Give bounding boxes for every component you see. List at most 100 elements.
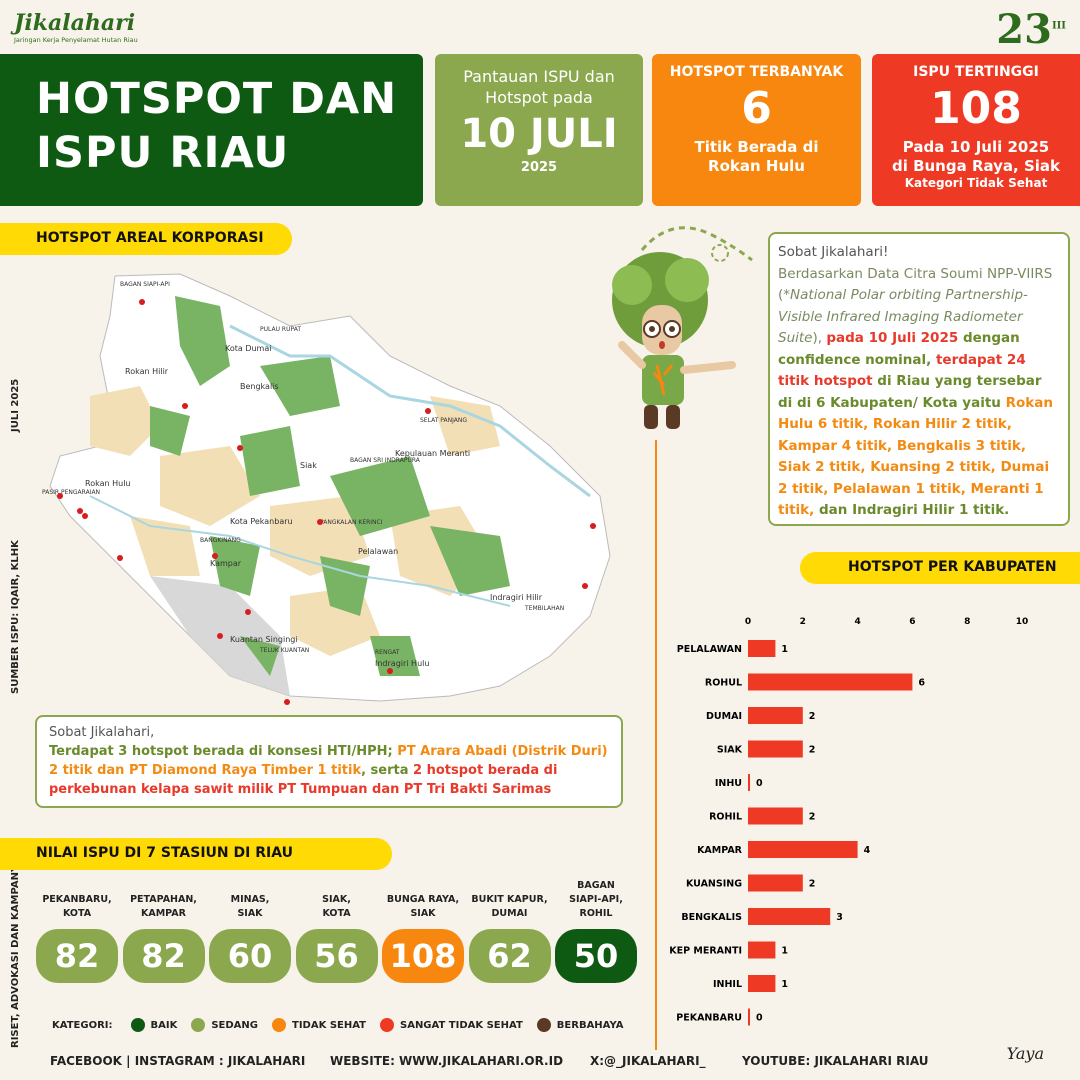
- anniversary-badge: 23III: [996, 6, 1066, 53]
- hotspot-dot: [317, 519, 323, 525]
- main-text-9: dan Indragiri Hilir 1 titik.: [814, 502, 1010, 518]
- category-label: DUMAI: [706, 711, 742, 722]
- korporasi-info-box: Sobat Jikalahari, Terdapat 3 hotspot ber…: [35, 715, 623, 808]
- bar-value-label: 1: [781, 979, 788, 990]
- hotspot-terbanyak-value: 6: [741, 83, 772, 134]
- bar: [748, 874, 803, 892]
- pantauan-card: Pantauan ISPU dan Hotspot pada 10 JULI 2…: [435, 54, 643, 206]
- x-tick-label: 0: [745, 617, 751, 627]
- bar-value-label: 0: [756, 1013, 763, 1024]
- hotspot-dot: [284, 699, 290, 705]
- hotspot-dot: [139, 299, 145, 305]
- bar-value-label: 3: [836, 912, 843, 923]
- station-name: BUKIT KAPUR, DUMAI: [471, 894, 548, 919]
- bar: [748, 774, 750, 791]
- ispu-tertinggi-card: ISPU TERTINGGI 108 Pada 10 Juli 2025 di …: [872, 54, 1080, 206]
- hotspot-dot: [217, 633, 223, 639]
- bar: [748, 640, 776, 657]
- bar: [748, 807, 803, 825]
- map-label: PASIR PENGARAIAN: [42, 489, 100, 496]
- legend-dot: [191, 1018, 206, 1032]
- section-ispu-heading: NILAI ISPU DI 7 STASIUN DI RIAU: [0, 838, 392, 870]
- category-label: SIAK: [717, 745, 743, 756]
- category-label: ROHUL: [705, 678, 742, 689]
- bar-value-label: 2: [809, 711, 816, 722]
- legend-label: TIDAK SEHAT: [292, 1019, 366, 1031]
- anniversary-mark: III: [1051, 20, 1066, 32]
- bar: [748, 1008, 750, 1026]
- legend-dot: [130, 1018, 145, 1032]
- map-label: Indragiri Hulu: [375, 659, 429, 668]
- map-label: BAGAN SRI INDRAPURA: [350, 457, 421, 464]
- main-greeting: Sobat Jikalahari!: [778, 244, 889, 260]
- main-text-2: *National Polar orbiting Partnership-Vis…: [778, 287, 1028, 346]
- map-label: Kota Dumai: [225, 344, 271, 353]
- logo-name: Jikalahari: [14, 10, 136, 36]
- station-name: SIAK, KOTA: [322, 894, 351, 919]
- map-label: Rokan Hulu: [85, 479, 130, 488]
- bar: [748, 975, 776, 992]
- map-label: Rokan Hilir: [125, 367, 169, 376]
- hotspot-dot: [57, 493, 63, 499]
- main-text-7: di Riau yang tersebar di di 6 Kabupaten/…: [778, 373, 1042, 411]
- legend-dot: [536, 1018, 551, 1032]
- mascot-illustration: [612, 226, 753, 429]
- hotspot-dot: [245, 609, 251, 615]
- pantauan-line-2: Hotspot pada: [485, 88, 593, 107]
- legend-item: SEDANG: [191, 1018, 258, 1032]
- footer-youtube[interactable]: YOUTUBE: JIKALAHARI RIAU: [742, 1054, 929, 1068]
- legend-item: BERBAHAYA: [536, 1018, 624, 1032]
- x-tick-label: 4: [854, 617, 860, 627]
- ispu-stations: PEKANBARU, KOTA 82 PETAPAHAN, KAMPAR 82 MINAS,…: [36, 880, 646, 985]
- anniversary-number: 23: [996, 6, 1052, 53]
- station-ispu-value: 62: [468, 929, 551, 983]
- korporasi-text-2: PT Arara Abadi (Distrik Duri) 2 titik da…: [49, 744, 608, 778]
- pantauan-line-1: Pantauan ISPU dan: [463, 67, 615, 86]
- x-tick-label: 6: [909, 617, 915, 627]
- category-label: INHIL: [713, 979, 742, 990]
- riau-hotspot-map: BAGAN SIAPI-API Rokan Hilir Kota Dumai B…: [42, 273, 611, 705]
- footer-x[interactable]: X:@_JIKALAHARI_: [590, 1054, 706, 1068]
- map-label: Pelalawan: [358, 547, 398, 556]
- hotspot-markers: [57, 299, 596, 705]
- map-label: Siak: [300, 461, 317, 470]
- river: [229, 324, 591, 498]
- bar: [748, 673, 913, 691]
- station-card: BUKIT KAPUR, DUMAI 62: [468, 885, 551, 983]
- footer-social[interactable]: FACEBOOK | INSTAGRAM : JIKALAHARI: [50, 1054, 306, 1068]
- station-card: SIAK, KOTA 56: [295, 885, 378, 983]
- map-label: TEMBILAHAN: [524, 605, 564, 612]
- ispu-tertinggi-desc-2: di Bunga Raya, Siak: [891, 157, 1061, 175]
- legend-label: SEDANG: [211, 1019, 258, 1031]
- page-title: HOTSPOT DAN ISPU RIAU: [0, 54, 423, 206]
- hotspot-dot: [77, 508, 83, 514]
- map-label: PANGKALAN KERINCI: [320, 519, 383, 526]
- bar: [748, 841, 858, 858]
- category-label: INHU: [715, 778, 742, 789]
- legend-dot: [272, 1018, 286, 1032]
- map-label: Bengkalis: [240, 382, 279, 391]
- station-card: PEKANBARU, KOTA 82: [36, 885, 118, 983]
- legend-item: SANGAT TIDAK SEHAT: [380, 1018, 523, 1032]
- pantauan-year: 2025: [520, 160, 558, 175]
- bar-value-label: 4: [864, 845, 871, 856]
- category-label: BENGKALIS: [681, 912, 742, 923]
- station-name: PEKANBARU, KOTA: [42, 894, 112, 919]
- map-label: PULAU RUPAT: [260, 326, 301, 333]
- hotspot-dot: [117, 555, 123, 561]
- main-text-5: dengan confidence nominal,: [778, 330, 1020, 368]
- ispu-tertinggi-desc-3: Kategori Tidak Sehat: [904, 176, 1048, 190]
- bar-value-label: 2: [809, 879, 816, 890]
- station-ispu-value: 82: [36, 929, 118, 983]
- map-label: Kuantan Singingi: [230, 635, 298, 644]
- hotspot-terbanyak-desc-1: Titik Berada di: [694, 138, 819, 156]
- hotspot-dot: [212, 553, 218, 559]
- main-text-1: Berdasarkan Data Citra Soumi NPP-VIIRS (: [778, 265, 1053, 304]
- footer-website[interactable]: WEBSITE: WWW.JIKALAHARI.OR.ID: [330, 1054, 564, 1068]
- category-label: KUANSING: [686, 879, 742, 890]
- station-ispu-value: 108: [382, 929, 464, 983]
- station-ispu-value: 82: [122, 929, 205, 983]
- station-ispu-value: 50: [555, 929, 637, 983]
- category-label: KEP MERANTI: [669, 946, 742, 957]
